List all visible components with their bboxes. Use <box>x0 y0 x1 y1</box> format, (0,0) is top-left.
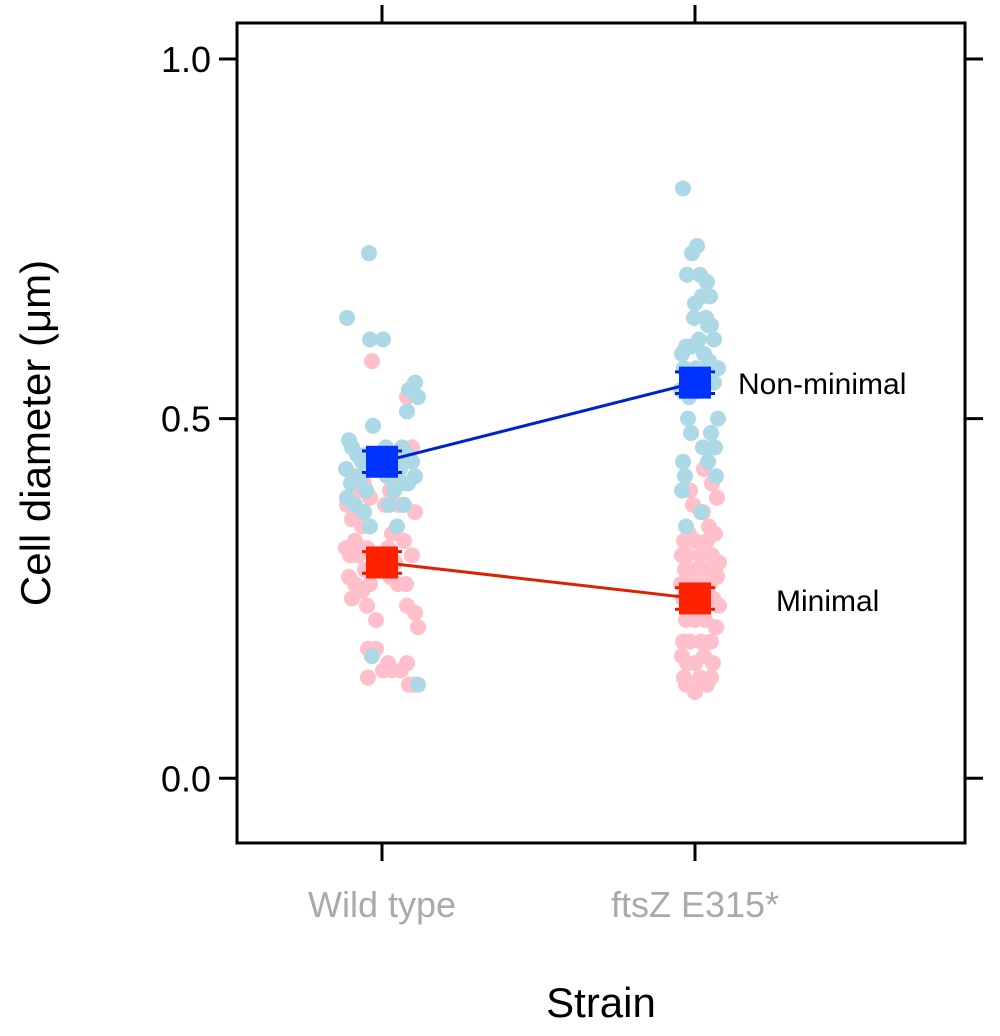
non-minimal-point <box>352 468 368 485</box>
y-axis-title: Cell diameter (μm) <box>12 260 59 606</box>
series-label-non-minimal: Non-minimal <box>738 368 906 401</box>
non-minimal-point <box>407 468 423 485</box>
non-minimal-point <box>675 180 691 197</box>
y-axis: 0.0 0.5 1.0 <box>161 39 983 799</box>
non-minimal-point <box>410 676 426 693</box>
minimal-point <box>404 547 420 564</box>
non-minimal-point <box>707 439 723 456</box>
minimal-point <box>705 655 721 672</box>
minimal-point <box>682 633 698 650</box>
non-minimal-point <box>693 504 709 521</box>
minimal-point <box>407 604 423 621</box>
non-minimal-point <box>708 468 724 485</box>
non-minimal-point <box>683 425 699 441</box>
non-minimal-point <box>701 353 717 370</box>
minimal-point <box>398 576 414 593</box>
y-tick-label: 1.0 <box>161 39 211 80</box>
non-minimal-point <box>410 389 426 406</box>
non-minimal-point <box>362 331 378 348</box>
series-label-minimal: Minimal <box>776 585 879 618</box>
non-minimal-point <box>407 374 423 391</box>
y-tick-label: 0.5 <box>161 399 211 440</box>
minimal-mean-marker <box>366 546 398 579</box>
minimal-point <box>699 676 715 693</box>
minimal-mean-marker <box>679 582 711 615</box>
non-minimal-point <box>394 475 410 492</box>
minimal-point <box>344 590 360 607</box>
minimal-point <box>703 633 719 650</box>
non-minimal-point <box>356 504 372 521</box>
minimal-point <box>360 669 376 686</box>
minimal-point <box>711 597 727 614</box>
minimal-point <box>359 597 375 614</box>
data-points <box>338 180 727 700</box>
non-minimal-point <box>680 410 696 427</box>
non-minimal-point <box>375 331 391 348</box>
non-minimal-point <box>358 482 374 499</box>
minimal-point <box>396 532 412 549</box>
non-minimal-point <box>675 453 691 470</box>
non-minimal-point <box>674 345 690 362</box>
non-minimal-point <box>706 331 722 348</box>
non-minimal-point <box>700 453 716 470</box>
plot-frame <box>235 21 967 845</box>
minimal-point <box>708 619 724 636</box>
non-minimal-point <box>365 417 381 434</box>
x-tick-label: Wild type <box>308 884 456 925</box>
non-minimal-point <box>679 266 695 283</box>
non-minimal-mean-marker <box>366 445 398 478</box>
non-minimal-point <box>677 468 693 485</box>
minimal-point <box>687 683 703 700</box>
x-axis-title: Strain <box>546 979 656 1026</box>
non-minimal-point <box>364 647 380 664</box>
y-tick-label: 0.0 <box>161 758 211 799</box>
non-minimal-point <box>338 460 354 477</box>
minimal-point <box>368 612 384 629</box>
mean-markers <box>362 366 715 615</box>
non-minimal-point <box>710 410 726 427</box>
x-tick-label: ftsZ E315* <box>611 884 779 925</box>
minimal-point <box>393 662 409 679</box>
minimal-mean-line <box>381 560 696 600</box>
minimal-point <box>362 576 378 593</box>
mean-lines <box>381 381 696 600</box>
non-minimal-point <box>361 245 377 262</box>
non-minimal-point <box>691 331 707 348</box>
non-minimal-mean-marker <box>679 366 711 399</box>
non-minimal-point <box>396 496 412 513</box>
minimal-point <box>679 547 695 564</box>
minimal-point <box>687 561 703 578</box>
minimal-point <box>709 489 725 506</box>
minimal-point <box>410 619 426 636</box>
minimal-point <box>709 568 725 585</box>
non-minimal-point <box>703 425 719 441</box>
non-minimal-point <box>674 482 690 499</box>
non-minimal-point <box>362 518 378 535</box>
non-minimal-point <box>339 309 355 326</box>
minimal-point <box>699 532 715 549</box>
minimal-point <box>350 547 366 564</box>
non-minimal-point <box>678 518 694 535</box>
non-minimal-point <box>689 237 705 254</box>
non-minimal-point <box>381 496 397 513</box>
non-minimal-point <box>687 295 703 312</box>
minimal-point <box>687 532 703 549</box>
minimal-point <box>692 547 708 564</box>
non-minimal-mean-line <box>381 381 696 464</box>
non-minimal-point <box>404 453 420 470</box>
non-minimal-point <box>389 518 405 535</box>
x-axis: Wild type ftsZ E315* <box>308 5 779 925</box>
non-minimal-point <box>698 309 714 326</box>
non-minimal-point <box>399 403 415 420</box>
non-minimal-point <box>699 273 715 290</box>
non-minimal-point <box>686 309 702 326</box>
minimal-point <box>364 353 380 370</box>
